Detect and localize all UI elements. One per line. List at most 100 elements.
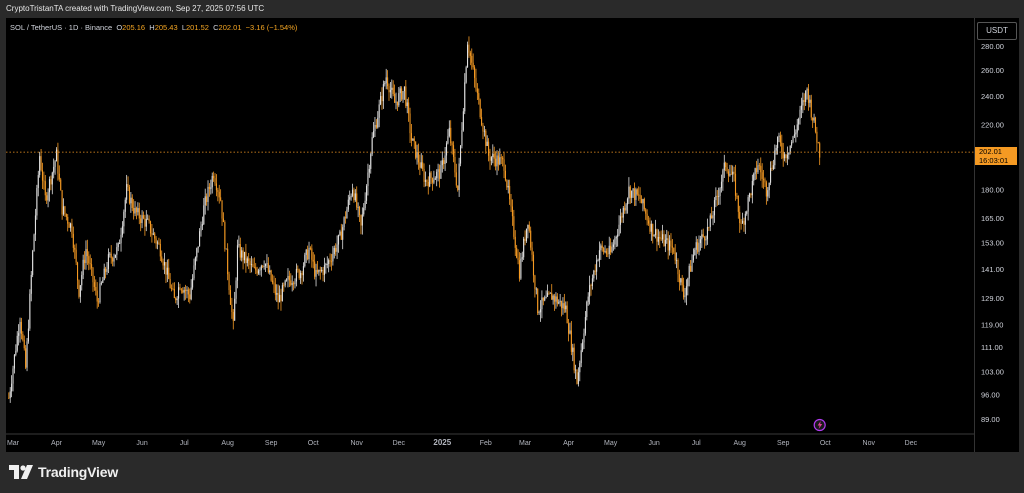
candle-body: [506, 180, 508, 188]
candle-body: [142, 215, 145, 219]
candle: [726, 162, 728, 174]
x-tick-label: Oct: [308, 440, 319, 447]
candle-body: [140, 218, 142, 223]
candle: [15, 344, 17, 357]
candle: [149, 220, 152, 237]
candle: [612, 239, 615, 251]
candle: [185, 284, 187, 300]
candle: [279, 285, 281, 303]
candle: [377, 111, 379, 129]
candle: [437, 163, 439, 182]
candle-body: [253, 266, 255, 268]
candle: [39, 151, 41, 178]
candle-body: [91, 264, 93, 268]
candle: [214, 173, 216, 186]
current-price-tag: 202.01 16:03:01: [975, 147, 1017, 166]
attribution-text: CryptoTristanTA created with TradingView…: [6, 4, 265, 13]
candle-body: [569, 330, 571, 334]
candle-body: [711, 215, 713, 219]
y-tick-label: 103.00: [981, 367, 1004, 376]
candle-body: [486, 141, 488, 146]
candle: [367, 163, 369, 196]
price-axis[interactable]: 89.00 96.00 103.00 111.00 119.00 129.00 141.00…: [974, 18, 1019, 452]
candle-body: [389, 89, 391, 93]
candle-body: [636, 189, 638, 195]
y-tick-label: 96.00: [981, 390, 1000, 399]
candle: [507, 179, 509, 194]
candle: [792, 135, 794, 144]
candle-body: [39, 156, 41, 176]
candle: [208, 183, 210, 197]
candle: [190, 279, 192, 301]
candle-body: [175, 298, 177, 301]
candle: [127, 176, 129, 192]
candle: [99, 277, 101, 304]
candle: [75, 243, 77, 266]
x-tick-label: Dec: [393, 440, 406, 447]
candle-body: [161, 256, 163, 262]
candle-body: [497, 155, 499, 165]
y-tick-label: 129.00: [981, 294, 1004, 303]
candle: [541, 290, 543, 319]
candle: [32, 249, 34, 278]
candle: [159, 239, 161, 261]
candle-body: [144, 218, 146, 227]
candle-body: [325, 264, 327, 266]
candle-body: [546, 292, 549, 297]
candle: [22, 331, 24, 342]
candle: [161, 250, 163, 263]
candle-body: [263, 266, 265, 267]
candle-body: [336, 244, 338, 252]
candle-body: [777, 137, 779, 149]
candle: [309, 246, 311, 251]
candle-body: [351, 189, 354, 196]
candle: [328, 258, 330, 273]
candle: [410, 123, 412, 147]
candle-body: [674, 252, 676, 261]
candle: [358, 205, 361, 223]
candle: [182, 287, 184, 294]
candle-body: [76, 262, 79, 281]
candle-body: [598, 250, 600, 261]
candle: [134, 201, 136, 217]
candle: [263, 260, 265, 270]
candle-body: [688, 265, 690, 279]
candle-body: [764, 179, 766, 183]
candle-body: [217, 190, 219, 192]
candle: [774, 144, 776, 170]
candle: [68, 221, 70, 228]
candle: [322, 266, 324, 282]
candle: [500, 153, 502, 165]
candle-body: [121, 226, 123, 235]
candle-body: [301, 273, 303, 276]
candle-body: [72, 233, 74, 248]
candle-body: [448, 127, 450, 137]
candle-body: [74, 247, 76, 250]
symbol-label[interactable]: SOL / TetherUS · 1D · Binance: [10, 23, 113, 32]
candle: [589, 275, 591, 305]
candle-body: [141, 215, 143, 223]
candle-body: [367, 172, 369, 186]
currency-button[interactable]: USDT: [977, 22, 1017, 40]
candlestick-chart[interactable]: Mar Apr May Jun Jul Aug Sep Oct Nov Dec 2025 Feb Mar…: [6, 18, 974, 452]
tradingview-logo[interactable]: TradingView: [8, 464, 118, 480]
candle-body: [772, 165, 774, 169]
candle: [481, 108, 483, 127]
candle: [709, 213, 711, 232]
candle-body: [314, 261, 316, 277]
candle-body: [250, 264, 253, 266]
candle-body: [603, 248, 605, 252]
candle-body: [248, 258, 250, 262]
candle: [250, 256, 253, 273]
chart-area[interactable]: Mar Apr May Jun Jul Aug Sep Oct Nov Dec 2025 Feb Mar…: [6, 18, 974, 452]
candle: [737, 195, 739, 219]
candle-body: [535, 288, 537, 290]
candle-body: [284, 280, 286, 286]
candle-body: [78, 280, 80, 297]
candle: [528, 221, 530, 233]
candle-body: [353, 189, 355, 201]
candle-body: [92, 267, 94, 283]
candle-body: [281, 285, 283, 302]
candle-body: [109, 253, 111, 255]
candle: [257, 268, 260, 275]
